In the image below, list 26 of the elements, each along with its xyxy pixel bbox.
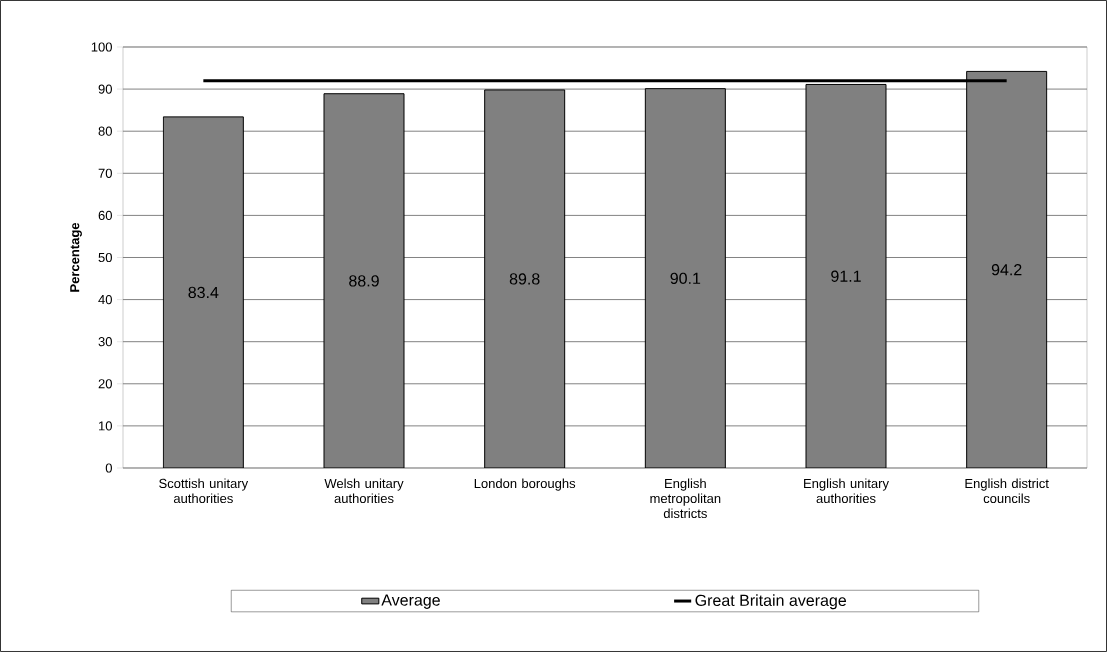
- y-tick-label: 10: [99, 421, 112, 431]
- legend-label: Average: [381, 594, 440, 609]
- y-tick-label: 20: [98, 379, 112, 389]
- data-label: 91.1: [831, 270, 861, 282]
- x-tick-label: English unitary authorities: [804, 478, 889, 504]
- x-tick-label: London boroughs: [474, 478, 576, 491]
- data-label: 94.2: [991, 264, 1022, 276]
- y-tick-label: 70: [98, 168, 112, 178]
- x-tick-label: Welsh unitary authorities: [324, 478, 404, 504]
- y-tick-label: 40: [98, 294, 112, 305]
- y-tick-label: 100: [91, 42, 112, 52]
- y-tick-label: 50: [98, 252, 112, 263]
- y-axis-title: Percentage: [70, 222, 82, 292]
- y-tick-label: 0: [105, 463, 112, 473]
- data-label: 89.8: [509, 273, 540, 285]
- x-tick-label: English metropolitan districts: [650, 478, 721, 519]
- x-tick-label: Scottish unitary authorities: [159, 478, 249, 504]
- x-tick-label: English district councils: [965, 478, 1049, 504]
- legend-label: Great Britain average: [695, 594, 847, 610]
- data-label: 88.9: [349, 275, 379, 287]
- data-label: 83.4: [188, 286, 219, 299]
- y-tick-label: 30: [98, 337, 112, 347]
- y-tick-label: 60: [98, 210, 112, 220]
- data-label: 90.1: [670, 272, 701, 284]
- y-tick-label: 80: [98, 126, 112, 136]
- y-tick-label: 90: [98, 84, 112, 94]
